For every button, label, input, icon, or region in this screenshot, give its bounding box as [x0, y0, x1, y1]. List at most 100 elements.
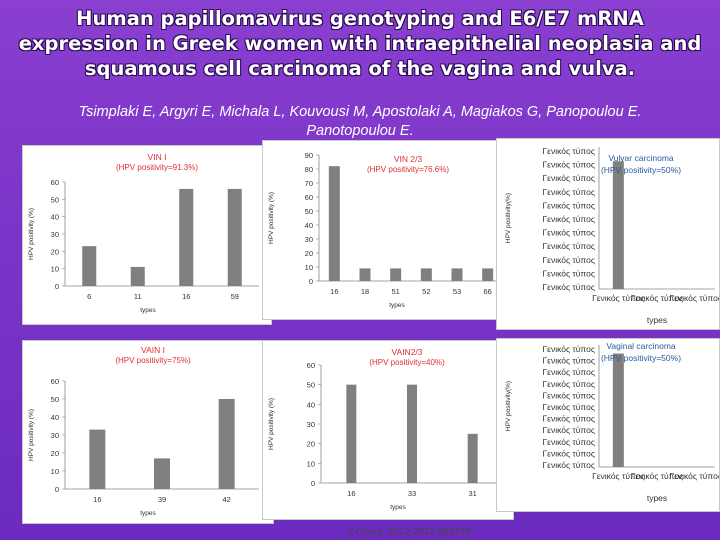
panel-vulvar: Γενικός τύπος Γενικός τύπος Γενικός τύπος Γ… [496, 138, 720, 330]
x-tick-label: 16 [330, 287, 338, 296]
authors-line-2: Panotopoulou E. [306, 123, 414, 139]
y-tick-label: 40 [51, 413, 59, 422]
y-tick-label: 10 [305, 263, 313, 272]
y-tick-label: 20 [305, 249, 313, 258]
panel-vin23: 0 10 20 30 40 50 60 70 80 90 HPV positivity (%) 16 1… [262, 140, 514, 320]
authors-line-1: Tsimplaki E, Argyri E, Michala L, Kouvou… [78, 104, 642, 120]
bar [154, 458, 170, 489]
bar [612, 353, 624, 467]
x-tick-label: 52 [422, 287, 430, 296]
y-tick-label: 50 [307, 381, 315, 390]
bar [179, 188, 194, 286]
chart-note-line-1: Vulvar carcinoma [608, 153, 674, 163]
x-tick-label: 16 [347, 489, 355, 498]
x-axis-label: types [390, 504, 406, 511]
y-tick-label: 50 [305, 207, 313, 216]
x-tick-label: Γενικός τύπος [631, 293, 684, 303]
y-tick-label: Γενικός τύπος [542, 344, 595, 354]
y-tick-label: Γενικός τύπος [542, 255, 595, 265]
chart-title: VIN I [148, 152, 167, 162]
y-axis-label: HPV positivity (%) [28, 409, 35, 461]
y-tick-label: Γενικός τύπος [542, 367, 595, 377]
title-line-1: Human papillomavirus genotyping and E6/E… [76, 7, 644, 30]
x-tick-label: 11 [134, 292, 142, 301]
x-axis-label: types [389, 302, 405, 309]
citation: J Oncol. 2012;2012:893275 [348, 527, 471, 538]
x-tick-label: 31 [468, 489, 476, 498]
y-tick-label: 30 [305, 235, 313, 244]
x-tick-label: Γενικός τύπος [592, 471, 645, 481]
panel-vin1: 0 10 20 30 40 50 60 HPV positivity (%) 6 11 16 59 ty… [22, 145, 272, 325]
x-tick-label: Γενικός τύπος [631, 471, 684, 481]
bar [130, 266, 145, 286]
x-tick-label: 53 [453, 287, 461, 296]
y-tick-label: 60 [305, 193, 313, 202]
y-tick-label: Γενικός τύπος [542, 241, 595, 251]
bar [82, 246, 97, 286]
y-tick-label: Γενικός τύπος [542, 282, 595, 292]
bar [482, 268, 494, 281]
y-tick-label: 40 [305, 221, 313, 230]
bar [467, 433, 478, 483]
bar [407, 384, 417, 483]
chart-note-line-2: (HPV positivity=50%) [601, 353, 681, 363]
x-tick-label: 16 [93, 495, 101, 504]
y-tick-label: Γενικός τύπος [542, 214, 595, 224]
chart-title: VAIN2/3 [391, 347, 422, 357]
y-tick-label: Γενικός τύπος [542, 187, 595, 197]
x-tick-label: Γενικός τύπος [592, 293, 645, 303]
y-tick-label: 50 [51, 195, 59, 204]
slide-title: Human papillomavirus genotyping and E6/E… [0, 6, 720, 81]
y-tick-label: Γενικός τύπος [542, 460, 595, 470]
x-tick-label: 51 [391, 287, 399, 296]
authors: Tsimplaki E, Argyri E, Michala L, Kouvou… [40, 103, 680, 141]
y-tick-label: Γενικός τύπος [542, 173, 595, 183]
y-tick-label: 0 [55, 282, 59, 291]
bar [328, 166, 340, 281]
chart-vain1: 0 10 20 30 40 50 60 HPV positivity (%) 16 39 42 typ… [28, 345, 259, 517]
title-line-2: expression in Greek women with intraepit… [18, 32, 702, 55]
y-axis-label: HPV positivity (%) [268, 192, 275, 244]
y-tick-label: Γενικός τύπος [542, 414, 595, 424]
y-tick-label: 20 [51, 449, 59, 458]
x-tick-label: 18 [361, 287, 369, 296]
x-axis-label: types [140, 307, 156, 314]
y-axis-label: HPV positivity(%) [505, 381, 512, 431]
bar [227, 188, 242, 286]
x-tick-label: 66 [483, 287, 491, 296]
panel-vaginal: Γενικός τύπος Γενικός τύπος Γενικός τύπος Γ… [496, 338, 720, 512]
chart-title: VIN 2/3 [394, 154, 423, 164]
y-tick-label: 40 [307, 400, 315, 409]
bar [218, 399, 235, 489]
bar [89, 429, 106, 489]
chart-subtitle: (HPV positivity=75%) [115, 356, 191, 365]
y-tick-label: 30 [51, 230, 59, 239]
panel-vain1: 0 10 20 30 40 50 60 HPV positivity (%) 16 39 42 typ… [22, 340, 274, 524]
y-tick-label: 20 [51, 247, 59, 256]
bar [359, 268, 371, 281]
chart-subtitle: (HPV positivity=91.3%) [116, 163, 198, 172]
x-tick-label: 42 [222, 495, 230, 504]
bar [346, 384, 357, 483]
bar [451, 268, 463, 281]
y-tick-label: 10 [51, 265, 59, 274]
y-tick-label: Γενικός τύπος [542, 390, 595, 400]
x-tick-label: 59 [231, 292, 239, 301]
y-tick-label: Γενικός τύπος [542, 448, 595, 458]
y-tick-label: 20 [307, 440, 315, 449]
y-tick-label: 0 [309, 277, 313, 286]
y-tick-label: 0 [55, 485, 59, 494]
y-tick-label: Γενικός τύπος [542, 379, 595, 389]
y-tick-label: Γενικός τύπος [542, 146, 595, 156]
x-tick-label: 39 [158, 495, 166, 504]
x-tick-label: Γενικός τύπος [669, 471, 719, 481]
y-tick-label: 50 [51, 395, 59, 404]
panel-vain23: 0 10 20 30 40 50 60 HPV positivity (%) 16 33 31 typ… [262, 340, 514, 520]
y-tick-label: Γενικός τύπος [542, 160, 595, 170]
x-axis-label: types [647, 493, 667, 503]
y-tick-label: Γενικός τύπος [542, 200, 595, 210]
y-tick-label: Γενικός τύπος [542, 356, 595, 366]
y-tick-label: Γενικός τύπος [542, 228, 595, 238]
